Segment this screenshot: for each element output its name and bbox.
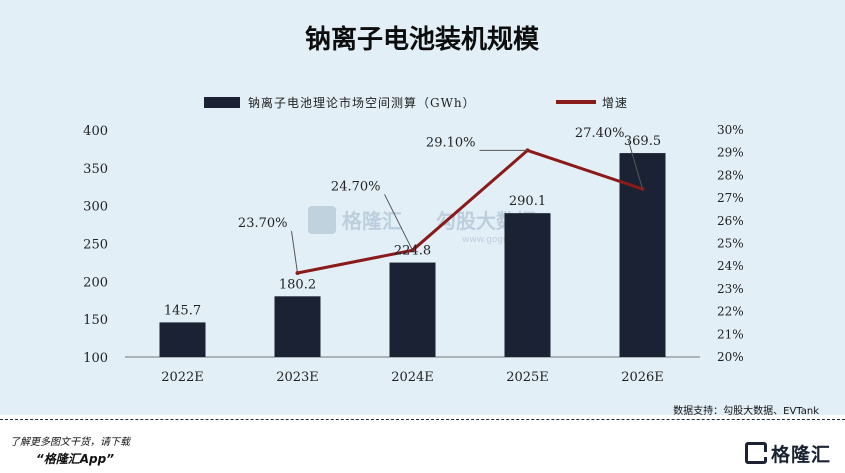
brand-logo-icon [744, 442, 767, 464]
watermark-brand: 格隆汇 [342, 209, 402, 233]
y-right-tick-label: 20% [717, 350, 744, 364]
bar [504, 213, 551, 357]
chart-svg: 钠离子电池装机规模 钠离子电池理论市场空间测算（GWh） 增速 格隆汇 勾股大数… [83, 24, 744, 385]
y-right-tick-label: 21% [717, 327, 744, 341]
y-left-tick-label: 100 [83, 351, 108, 366]
y-left-tick-label: 400 [83, 124, 108, 139]
bar-value-label: 145.7 [164, 303, 201, 318]
x-tick-label: 2026E [621, 370, 664, 385]
bar-value-label: 290.1 [509, 194, 546, 209]
growth-value-label: 29.10% [426, 135, 476, 150]
y-right-tick-label: 30% [717, 123, 744, 137]
bar [389, 262, 436, 357]
x-tick-label: 2022E [161, 370, 204, 385]
y-left-tick-label: 300 [83, 200, 108, 215]
x-tick-label: 2025E [506, 370, 549, 385]
growth-leader-line [291, 230, 298, 274]
y-left-tick-label: 250 [83, 238, 108, 253]
growth-leader-line [628, 140, 643, 190]
brand-name: 格隆汇 [770, 443, 831, 466]
y-right-tick-label: 29% [717, 146, 744, 160]
y-right-tick-label: 26% [717, 214, 744, 228]
y-left-tick-label: 350 [83, 162, 108, 177]
growth-value-label: 27.40% [575, 126, 625, 141]
legend-bar-swatch [204, 97, 240, 108]
bar [159, 322, 206, 357]
data-source: 数据支持：勾股大数据、EVTank [673, 406, 819, 417]
chart-title: 钠离子电池装机规模 [305, 24, 540, 55]
bar-value-label: 180.2 [279, 277, 316, 292]
y-right-tick-label: 28% [717, 168, 744, 182]
growth-value-label: 23.70% [238, 216, 288, 231]
legend: 钠离子电池理论市场空间测算（GWh） 增速 [204, 95, 628, 110]
y-right-tick-label: 22% [717, 305, 744, 319]
legend-bar-label: 钠离子电池理论市场空间测算（GWh） [248, 95, 476, 110]
bars [159, 153, 666, 357]
legend-line-label: 增速 [602, 96, 628, 110]
data-labels: 145.7 180.2 224.8 290.1 369.5 23.70% 24.70% 29.… [164, 126, 661, 318]
growth-leader-line [384, 194, 413, 251]
brand-logo: 格隆汇 [744, 440, 831, 466]
bar [274, 296, 321, 357]
y-right-tick-label: 23% [717, 282, 744, 296]
bar-value-label: 224.8 [394, 244, 431, 259]
watermark-logo-icon [308, 206, 336, 234]
y-right-tick-label: 27% [717, 191, 744, 205]
footer-app-name: “格隆汇App” [36, 452, 114, 466]
y-left-tick-label: 150 [83, 313, 108, 328]
y-right-tick-label: 25% [717, 237, 744, 251]
y-left-tick-label: 200 [83, 275, 108, 290]
x-tick-label: 2023E [276, 370, 319, 385]
footer-divider [0, 419, 845, 420]
x-tick-label: 2024E [391, 370, 434, 385]
y-right-tick-label: 24% [717, 259, 744, 273]
bar-value-label: 369.5 [624, 134, 661, 149]
growth-line-path [297, 148, 643, 275]
growth-value-label: 24.70% [331, 179, 381, 194]
footer-note: 了解更多图文干货，请下载 [10, 437, 130, 448]
